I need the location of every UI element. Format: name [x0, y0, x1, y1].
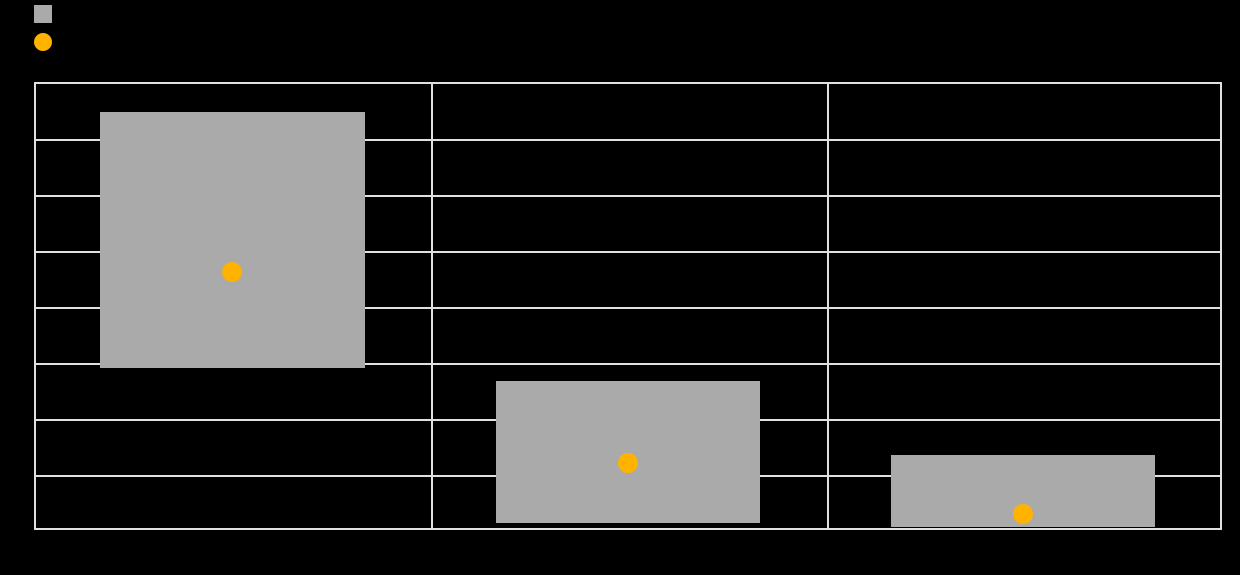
square-swatch-icon [34, 5, 52, 23]
circle-marker-icon [34, 33, 52, 51]
grid-row-line-0 [36, 139, 1220, 141]
legend-item-1[interactable] [34, 33, 52, 51]
grid-row-line-3 [36, 307, 1220, 309]
grid-row-line-1 [36, 195, 1220, 197]
bar-1[interactable] [496, 381, 760, 523]
data-point-marker-1[interactable] [618, 453, 638, 473]
legend-item-0[interactable] [34, 5, 52, 23]
grid-row-line-2 [36, 251, 1220, 253]
grid-row-line-4 [36, 363, 1220, 365]
grid-column-line-1 [827, 84, 829, 528]
data-point-marker-2[interactable] [1013, 504, 1033, 524]
grid-column-line-0 [431, 84, 433, 528]
chart-legend [0, 0, 420, 58]
bar-0[interactable] [100, 112, 365, 368]
data-point-marker-0[interactable] [222, 262, 242, 282]
